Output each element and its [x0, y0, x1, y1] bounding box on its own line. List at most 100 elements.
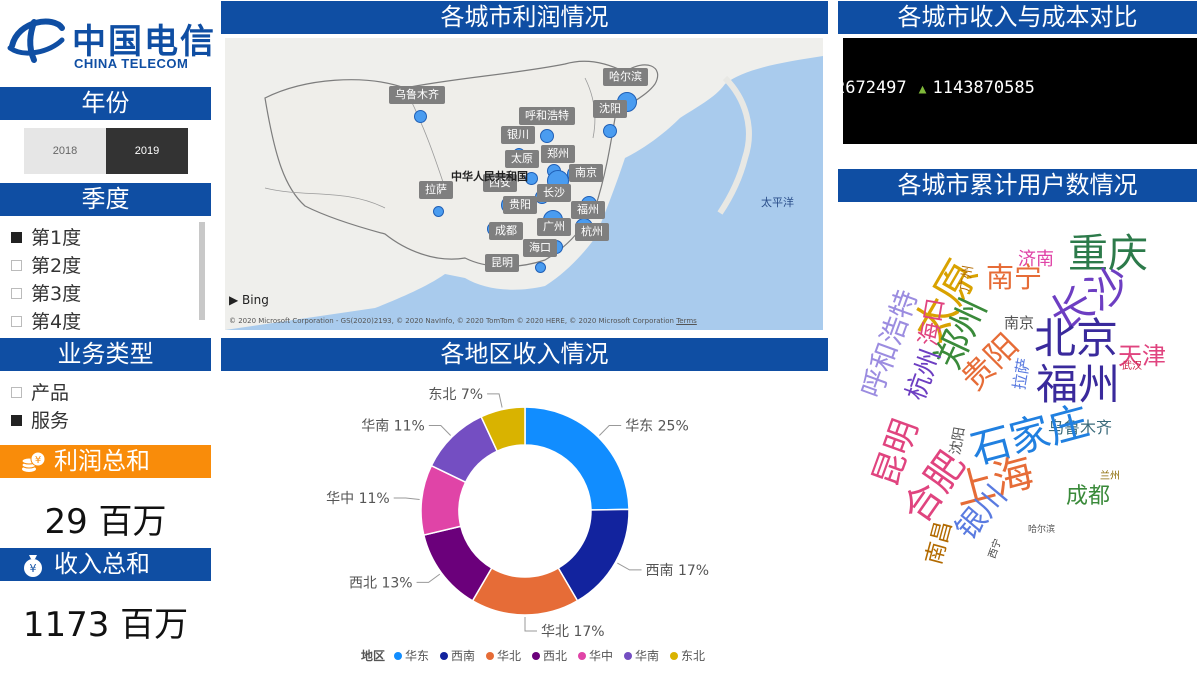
- bubble-shenyang[interactable]: [603, 124, 617, 138]
- checkbox-checked[interactable]: [11, 232, 22, 243]
- bing-logo-icon: ▶: [229, 293, 243, 307]
- business-type-filter-title: 业务类型: [0, 338, 211, 371]
- city-label-urumqi: 乌鲁木齐: [389, 86, 445, 104]
- svg-text:¥: ¥: [35, 455, 41, 466]
- legend-marker-西北[interactable]: [532, 652, 540, 660]
- city-label-chengdu: 成都: [489, 222, 523, 240]
- quarter-option-label: 第3度: [31, 283, 82, 305]
- up-arrow-icon: ▲: [918, 82, 927, 97]
- city-label-hangzhou: 杭州: [575, 223, 609, 241]
- profit-kpi-value: 29 百万: [44, 502, 167, 542]
- donut-data-label: 华南 11%: [361, 418, 425, 434]
- city-label-harbin: 哈尔滨: [603, 68, 648, 86]
- map-copyright-text: © 2020 Microsoft Corporation - GS(2020)2…: [229, 317, 674, 325]
- brand-name-en: CHINA TELECOM: [74, 56, 189, 71]
- quarter-option-q1[interactable]: 第1度: [11, 224, 81, 252]
- profit-kpi-header: ¥ 利润总和: [0, 445, 211, 478]
- city-label-lhasa: 拉萨: [419, 181, 453, 199]
- donut-slice-东北[interactable]: [480, 406, 526, 453]
- revenue-kpi-title: 收入总和: [54, 550, 150, 578]
- donut-panel-title: 各地区收入情况: [221, 338, 828, 371]
- quarter-option-q2[interactable]: 第2度: [11, 252, 81, 280]
- map-provider-name: Bing: [242, 293, 269, 307]
- bubble-lhasa[interactable]: [433, 206, 444, 217]
- map-ocean-label: 太平洋: [761, 196, 794, 209]
- quarter-option-q3[interactable]: 第3度: [11, 280, 81, 308]
- profit-kpi-title: 利润总和: [54, 447, 150, 475]
- profit-bubble-map[interactable]: 乌鲁木齐 哈尔滨 呼和浩特 沈阳 银川 郑州 太原 西安 南京 长沙 拉萨 贵阳…: [225, 38, 823, 330]
- legend-label-华中[interactable]: 华中: [589, 648, 613, 663]
- donut-legend-title: 地区: [361, 648, 385, 663]
- word-nanjing: 南京: [1004, 314, 1035, 332]
- legend-marker-东北[interactable]: [670, 652, 678, 660]
- legend-label-华东[interactable]: 华东: [405, 649, 429, 663]
- china-telecom-logo: 中国电信 CHINA TELECOM: [0, 0, 214, 80]
- comparison-right-value: 1143870585: [932, 78, 1035, 98]
- city-label-shenyang: 沈阳: [593, 100, 627, 118]
- legend-label-西北[interactable]: 西北: [543, 649, 567, 663]
- quarter-filter-title: 季度: [0, 183, 211, 216]
- city-label-fuzhou: 福州: [571, 201, 605, 219]
- year-tile-2019[interactable]: 2019: [106, 128, 188, 174]
- checkbox-checked[interactable]: [11, 415, 22, 426]
- quarter-option-q4[interactable]: 第4度: [11, 308, 81, 336]
- donut-data-label: 华北 17%: [541, 624, 605, 640]
- business-option-product[interactable]: 产品: [11, 379, 69, 407]
- year-filter-title: 年份: [0, 87, 211, 120]
- legend-label-华北[interactable]: 华北: [497, 649, 521, 663]
- word-beijing: 北京: [1034, 314, 1119, 363]
- donut-leader-line: [487, 393, 503, 408]
- city-label-haikou: 海口: [523, 239, 557, 257]
- city-label-kunming: 昆明: [485, 254, 519, 272]
- word-nanning: 南宁: [986, 261, 1043, 294]
- map-terms-link[interactable]: Terms: [676, 317, 697, 325]
- revenue-cost-comparison[interactable]: 2672497 ▲ 1143870585: [843, 38, 1197, 144]
- donut-data-label: 东北 7%: [428, 387, 483, 403]
- donut-leader-line: [393, 497, 420, 500]
- comparison-ticker: 2672497 ▲ 1143870585: [843, 78, 1035, 98]
- legend-marker-华南[interactable]: [624, 652, 632, 660]
- legend-marker-华东[interactable]: [394, 652, 402, 660]
- map-land-shape: [225, 38, 823, 330]
- checkbox-unchecked[interactable]: [11, 260, 22, 271]
- word-lhasa: 拉萨: [1009, 356, 1034, 392]
- business-option-service[interactable]: 服务: [11, 407, 69, 435]
- city-label-nanjing: 南京: [569, 164, 603, 182]
- svg-text:¥: ¥: [30, 562, 37, 575]
- donut-leader-line: [617, 562, 642, 571]
- word-urumqi: 乌鲁木齐: [1048, 418, 1113, 437]
- bubble-urumqi[interactable]: [414, 110, 427, 123]
- coins-icon: ¥: [21, 451, 46, 472]
- checkbox-unchecked[interactable]: [11, 288, 22, 299]
- business-option-label: 产品: [31, 382, 70, 404]
- quarter-option-label: 第2度: [31, 255, 82, 277]
- city-label-changsha: 长沙: [537, 184, 571, 202]
- checkbox-unchecked[interactable]: [11, 316, 22, 327]
- checkbox-unchecked[interactable]: [11, 387, 22, 398]
- region-revenue-donut-chart: 华东 25% 西南 17% 华北 17% 西北 13% 华中 11% 华南 11%东北 7…: [326, 387, 709, 663]
- donut-data-label: 西北 13%: [349, 575, 413, 591]
- bubble-kunming[interactable]: [535, 262, 546, 273]
- bubble-taiyuan[interactable]: [525, 172, 538, 185]
- word-harbin: 哈尔滨: [1028, 525, 1056, 535]
- quarter-list-scrollbar[interactable]: [199, 222, 205, 320]
- map-provider: ▶ Bing: [229, 293, 269, 307]
- map-country-label: 中华人民共和国: [451, 170, 528, 183]
- city-label-zhengzhou: 郑州: [541, 145, 575, 163]
- map-panel-title: 各城市利润情况: [221, 1, 828, 34]
- revenue-kpi-value: 1173 百万: [22, 605, 189, 645]
- legend-label-西南[interactable]: 西南: [451, 648, 475, 663]
- legend-label-华南[interactable]: 华南: [635, 648, 659, 663]
- legend-marker-华中[interactable]: [578, 652, 586, 660]
- city-label-hohhot: 呼和浩特: [519, 107, 575, 125]
- legend-marker-华北[interactable]: [486, 652, 494, 660]
- legend-label-东北[interactable]: 东北: [681, 649, 705, 663]
- city-label-xian: 西安: [483, 174, 517, 192]
- donut-slice-华东[interactable]: [524, 406, 630, 511]
- brand-name-cn: 中国电信: [72, 22, 216, 62]
- bubble-hohhot[interactable]: [540, 129, 554, 143]
- city-label-taiyuan: 太原: [505, 150, 539, 168]
- word-tianjin: 天津: [1118, 342, 1166, 370]
- year-tile-2018[interactable]: 2018: [24, 128, 106, 174]
- legend-marker-西南[interactable]: [440, 652, 448, 660]
